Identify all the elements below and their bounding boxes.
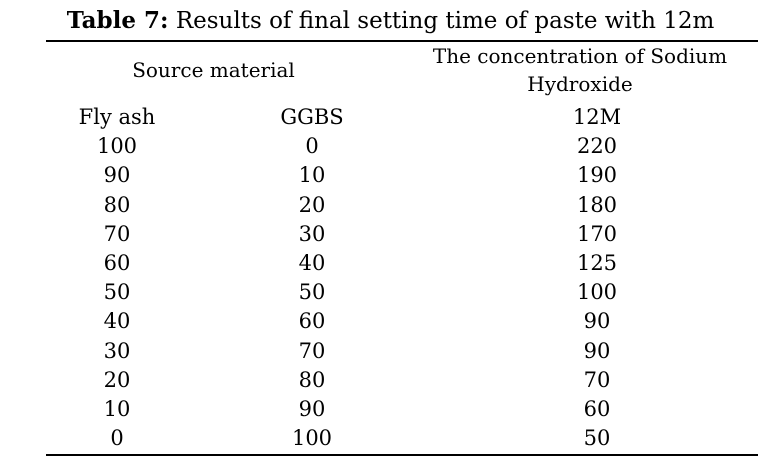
- cell-fly-ash: 40: [103, 309, 131, 334]
- cell-fly-ash: 30: [103, 338, 131, 363]
- cell-fly-ash: 100: [96, 134, 138, 159]
- column-header-ggbs: GGBS: [280, 105, 344, 130]
- cell-fly-ash: 80: [103, 192, 131, 217]
- table-row: 50 50 100: [46, 278, 758, 307]
- table-row: 90 10 190: [46, 161, 758, 190]
- table-body: Fly ash GGBS 12M 100 0 220 90 10 190 80 20 180 70…: [46, 103, 758, 453]
- cell-fly-ash: 10: [103, 396, 131, 421]
- cell-ggbs: 10: [298, 163, 326, 188]
- cell-final-setting-time: 125: [576, 251, 618, 276]
- cell-fly-ash: 60: [103, 251, 131, 276]
- table-row: 30 70 90: [46, 337, 758, 366]
- cell-ggbs: 60: [298, 309, 326, 334]
- table-row: 100 0 220: [46, 132, 758, 161]
- data-table: Fly ash GGBS 12M 100 0 220 90 10 190 80 20 180 70…: [46, 103, 758, 453]
- cell-ggbs: 30: [298, 221, 326, 246]
- table-caption-text: Results of final setting time of paste w…: [175, 8, 715, 34]
- cell-fly-ash: 0: [110, 426, 124, 451]
- cell-final-setting-time: 90: [583, 338, 611, 363]
- column-header-fly-ash: Fly ash: [78, 105, 156, 130]
- cell-final-setting-time: 60: [583, 396, 611, 421]
- cell-ggbs: 0: [305, 134, 319, 159]
- cell-fly-ash: 90: [103, 163, 131, 188]
- cell-final-setting-time: 70: [583, 367, 611, 392]
- header-concentration-line2: Hydroxide: [527, 72, 633, 96]
- cell-final-setting-time: 90: [583, 309, 611, 334]
- table-row: 0 100 50: [46, 424, 758, 453]
- cell-final-setting-time: 100: [576, 280, 618, 305]
- table-row: 60 40 125: [46, 249, 758, 278]
- table-row: 80 20 180: [46, 191, 758, 220]
- header-source-material: Source material: [132, 58, 295, 82]
- table-row: 20 80 70: [46, 366, 758, 395]
- table-caption: Table 7: Results of final setting time o…: [0, 6, 781, 36]
- cell-ggbs: 90: [298, 396, 326, 421]
- cell-ggbs: 80: [298, 367, 326, 392]
- cell-fly-ash: 50: [103, 280, 131, 305]
- table-caption-label: Table 7:: [66, 7, 169, 34]
- cell-ggbs: 70: [298, 338, 326, 363]
- column-header-12m: 12M: [572, 105, 622, 130]
- table-row: 10 90 60: [46, 395, 758, 424]
- cell-final-setting-time: 170: [576, 221, 618, 246]
- cell-ggbs: 20: [298, 192, 326, 217]
- table-row: 40 60 90: [46, 307, 758, 336]
- table-bottom-rule: [46, 454, 758, 456]
- cell-final-setting-time: 220: [576, 134, 618, 159]
- header-concentration: The concentration of Sodium Hydroxide: [410, 42, 750, 98]
- cell-ggbs: 100: [291, 426, 333, 451]
- table-row: 70 30 170: [46, 220, 758, 249]
- cell-fly-ash: 20: [103, 367, 131, 392]
- cell-fly-ash: 70: [103, 221, 131, 246]
- table-top-rule: [46, 40, 758, 42]
- cell-final-setting-time: 190: [576, 163, 618, 188]
- header-concentration-line1: The concentration of Sodium: [432, 44, 728, 68]
- cell-ggbs: 40: [298, 251, 326, 276]
- cell-ggbs: 50: [298, 280, 326, 305]
- cell-final-setting-time: 50: [583, 426, 611, 451]
- cell-final-setting-time: 180: [576, 192, 618, 217]
- column-header-row: Fly ash GGBS 12M: [46, 103, 758, 132]
